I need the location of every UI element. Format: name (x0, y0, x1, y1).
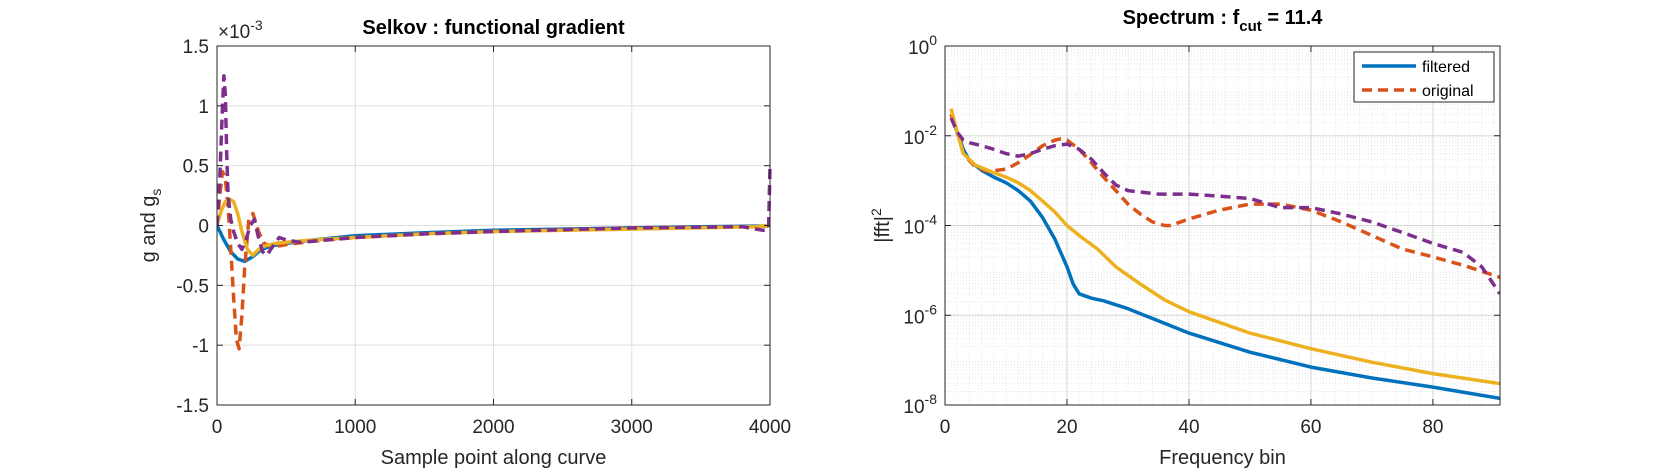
legend-label-2: filtered (1422, 59, 1470, 76)
chart-2: 0 20 40 60 80 10-8 10-6 10-4 10-2 100 Spectrum : f… (868, 7, 1501, 469)
y-axis-label-1: g and gs (138, 189, 164, 263)
y-tick-label-2: 100 (908, 32, 937, 59)
y-tick-label-2: 10-8 (903, 391, 937, 418)
y-tick-label-1: 1 (198, 97, 209, 118)
legend-2: filtered original (1353, 51, 1495, 103)
x-tick-label-2: 80 (1422, 417, 1443, 438)
x-tick-label-2: 60 (1300, 417, 1321, 438)
x-tick-label-1: 3000 (611, 417, 653, 438)
y-axis-label-2: |fft|2 (868, 208, 894, 243)
legend-box-2 (1353, 51, 1495, 103)
y-tick-label-1: -1 (192, 336, 209, 357)
x-tick-label-1: 4000 (749, 417, 791, 438)
chart-title-1: Selkov : functional gradient (362, 17, 625, 39)
x-tick-label-1: 2000 (472, 417, 514, 438)
chart-1: 0 1000 2000 3000 4000 -1.5 -1 -0.5 0 0.5 1 1.5 ×10-3… (138, 17, 791, 469)
y-tick-label-1: -1.5 (176, 396, 209, 417)
x-tick-label-1: 1000 (334, 417, 376, 438)
x-tick-label-2: 40 (1178, 417, 1199, 438)
x-tick-label-1: 0 (212, 417, 223, 438)
y-tick-label-1: -0.5 (176, 276, 209, 297)
exponent-label-1: ×10-3 (218, 17, 263, 43)
y-tick-label-2: 10-4 (903, 212, 937, 239)
series-line-2-4 (949, 117, 1500, 295)
series-line-1-4 (217, 74, 772, 258)
chart-title-2: Spectrum : fcut = 11.4 (1123, 7, 1324, 35)
y-tick-label-1: 0.5 (183, 157, 209, 178)
series-line-2-2 (949, 113, 1500, 279)
legend-label-2: original (1422, 83, 1474, 100)
y-tick-label-2: 10-2 (903, 122, 937, 149)
x-axis-label-2: Frequency bin (1159, 447, 1286, 469)
x-axis-label-1: Sample point along curve (381, 447, 607, 469)
y-tick-label-1: 1.5 (183, 37, 209, 58)
x-tick-label-2: 20 (1056, 417, 1077, 438)
series-line-2-3 (949, 108, 1500, 386)
y-tick-label-1: 0 (198, 217, 209, 238)
x-tick-label-2: 0 (940, 417, 951, 438)
y-tick-label-2: 10-6 (903, 301, 937, 328)
